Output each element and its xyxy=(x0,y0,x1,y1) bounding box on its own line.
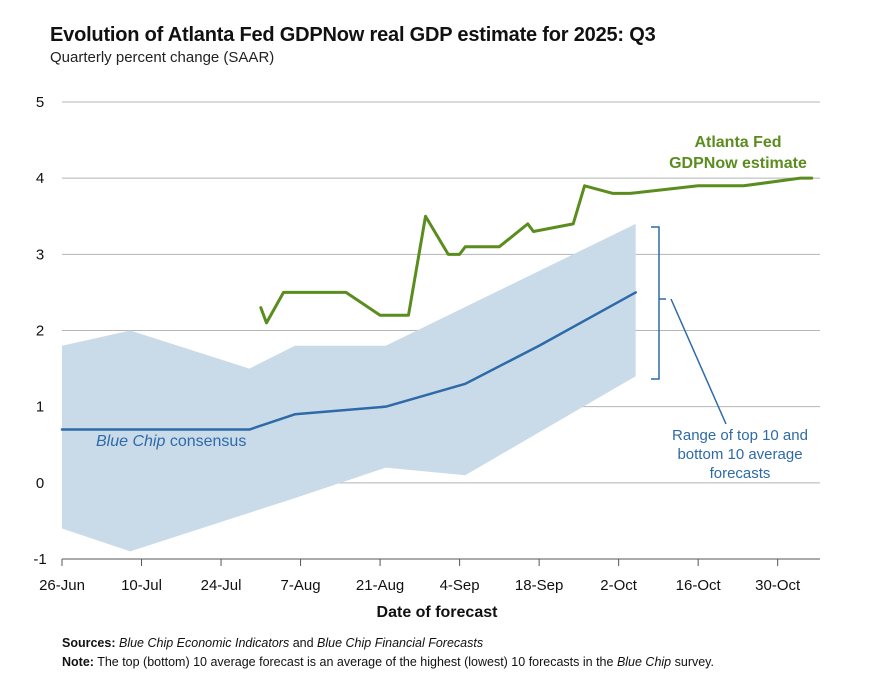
y-axis-ticks: 5 4 3 2 1 0 -1 xyxy=(33,94,46,568)
range-band xyxy=(62,223,636,552)
footnotes: Sources: Blue Chip Economic Indicators a… xyxy=(62,634,714,672)
range-label-line1: Range of top 10 and xyxy=(672,427,808,444)
range-label-line3: forecasts xyxy=(710,465,771,482)
y-tick-label: 5 xyxy=(36,94,44,111)
x-tick-label: 26-Jun xyxy=(39,577,85,594)
range-label-line2: bottom 10 average xyxy=(677,446,802,463)
x-tick-label: 4-Sep xyxy=(440,577,480,594)
sources-label: Sources: xyxy=(62,636,116,650)
series-lines xyxy=(60,176,814,431)
gdpnow-chart: 5 4 3 2 1 0 -1 26-Jun 10-Jul 24-Jul 7-Aug 21-Aug 4-… xyxy=(33,94,820,621)
x-tick-label: 21-Aug xyxy=(356,577,404,594)
range-bracket xyxy=(651,226,666,380)
note-italic: Blue Chip xyxy=(616,655,672,669)
x-tick-label: 16-Oct xyxy=(676,577,722,594)
x-tick-label: 2-Oct xyxy=(600,577,638,594)
y-tick-label: 0 xyxy=(36,475,44,492)
y-tick-label: 1 xyxy=(36,399,44,416)
gdpnow-label-line1: Atlanta Fed xyxy=(694,134,781,151)
bluechip-label: Blue Chip consensus xyxy=(96,433,246,450)
note-text-b: survey. xyxy=(671,655,714,669)
x-tick-label: 30-Oct xyxy=(755,577,801,594)
note-text-a: The top (bottom) 10 average forecast is … xyxy=(93,655,617,669)
x-axis-ticks: 26-Jun 10-Jul 24-Jul 7-Aug 21-Aug 4-Sep 18-Sep… xyxy=(39,559,801,594)
bluechip-label-italic: Blue Chip xyxy=(96,433,165,450)
sources-pub1: Blue Chip Economic Indicators xyxy=(118,636,290,650)
range-band-layer xyxy=(62,223,636,552)
y-tick-label: 2 xyxy=(36,323,44,340)
bluechip-consensus-line xyxy=(60,291,637,431)
y-tick-label: 3 xyxy=(36,246,44,263)
y-tick-label: -1 xyxy=(33,551,46,568)
note-label: Note: xyxy=(62,655,94,669)
gdpnow-line xyxy=(259,176,814,325)
sources-pub2: Blue Chip Financial Forecasts xyxy=(317,636,484,650)
note-line: Note: The top (bottom) 10 average foreca… xyxy=(62,653,714,672)
gdpnow-label-line2: GDPNow estimate xyxy=(669,155,807,172)
y-tick-label: 4 xyxy=(36,170,44,187)
x-tick-label: 18-Sep xyxy=(515,577,563,594)
sources-line: Sources: Blue Chip Economic Indicators a… xyxy=(62,634,714,653)
x-tick-label: 7-Aug xyxy=(281,577,321,594)
x-tick-label: 10-Jul xyxy=(121,577,162,594)
range-leader-line xyxy=(670,298,727,425)
chart-title: Evolution of Atlanta Fed GDPNow real GDP… xyxy=(50,24,656,46)
x-axis-label: Date of forecast xyxy=(377,604,499,621)
bluechip-label-rest: consensus xyxy=(165,433,246,450)
chart-subtitle: Quarterly percent change (SAAR) xyxy=(50,49,275,66)
x-tick-label: 24-Jul xyxy=(201,577,242,594)
sources-and: and xyxy=(289,636,318,650)
